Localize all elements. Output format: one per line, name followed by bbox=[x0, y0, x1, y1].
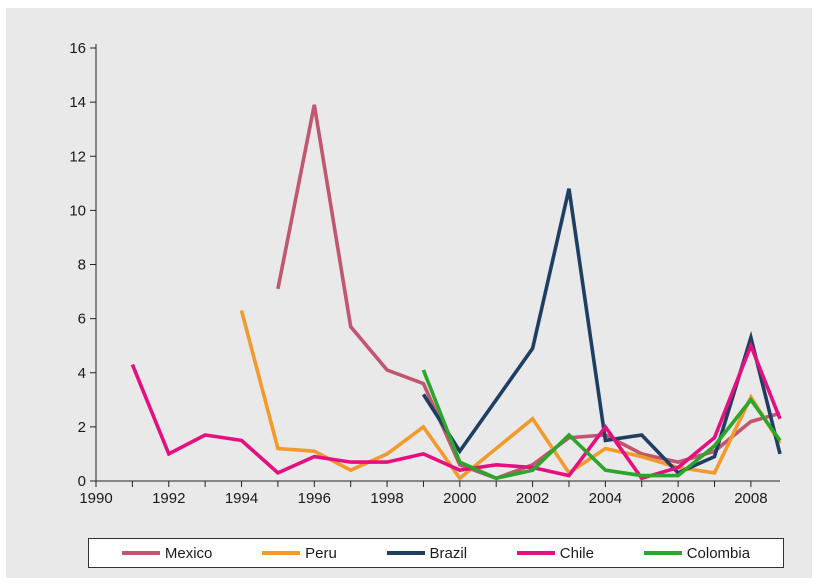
y-tick-label: 0 bbox=[78, 473, 86, 490]
x-tick-label: 1994 bbox=[225, 490, 258, 507]
series-group bbox=[130, 104, 782, 481]
x-tick-label: 2000 bbox=[443, 490, 476, 507]
series-line-chile bbox=[130, 340, 782, 481]
legend-swatch bbox=[643, 551, 682, 555]
y-tick-label: 14 bbox=[69, 94, 86, 111]
legend-label: Peru bbox=[305, 544, 337, 562]
y-tick-label: 2 bbox=[78, 419, 86, 436]
legend-label: Brazil bbox=[429, 544, 468, 562]
y-tick-label: 4 bbox=[78, 365, 86, 382]
y-tick-label: 6 bbox=[78, 311, 86, 328]
x-tick-label: 1992 bbox=[152, 490, 185, 507]
legend-item-peru: Peru bbox=[262, 545, 337, 562]
series-line-brazil bbox=[421, 188, 782, 476]
legend-swatch bbox=[262, 551, 301, 555]
legend-label: Mexico bbox=[164, 544, 213, 562]
y-tick-label: 8 bbox=[78, 257, 86, 274]
y-tick-label: 10 bbox=[69, 202, 86, 219]
x-tick-label: 2002 bbox=[516, 490, 549, 507]
series-line-peru bbox=[239, 310, 782, 481]
legend-item-brazil: Brazil bbox=[386, 544, 468, 562]
legend-swatch bbox=[516, 551, 555, 555]
legend-item-chile: Chile bbox=[516, 544, 594, 562]
series-line-colombia bbox=[421, 369, 782, 481]
x-tick-label: 2008 bbox=[734, 490, 767, 507]
legend-item-colombia: Colombia bbox=[643, 544, 751, 562]
legend-label: Colombia bbox=[686, 544, 751, 562]
x-tick-label: 1996 bbox=[298, 490, 331, 507]
axes-group: 0 2 4 6 8 10 12 14 16 1990 1992 1994 1996 1998 2000 200… bbox=[69, 40, 780, 507]
y-tick-label: 12 bbox=[69, 148, 86, 165]
x-tick-label: 2006 bbox=[661, 490, 694, 507]
legend-item-mexico: Mexico bbox=[121, 544, 213, 562]
x-tick-label: 2004 bbox=[589, 490, 622, 507]
legend-swatch bbox=[386, 551, 425, 555]
y-tick-label: 16 bbox=[69, 40, 86, 57]
legend-label: Chile bbox=[559, 544, 594, 562]
chart-legend: Mexico Peru Brazil Chile Colombia bbox=[88, 538, 784, 568]
x-tick-label: 1990 bbox=[79, 490, 112, 507]
legend-swatch bbox=[121, 551, 160, 555]
x-tick-label: 1998 bbox=[370, 490, 403, 507]
